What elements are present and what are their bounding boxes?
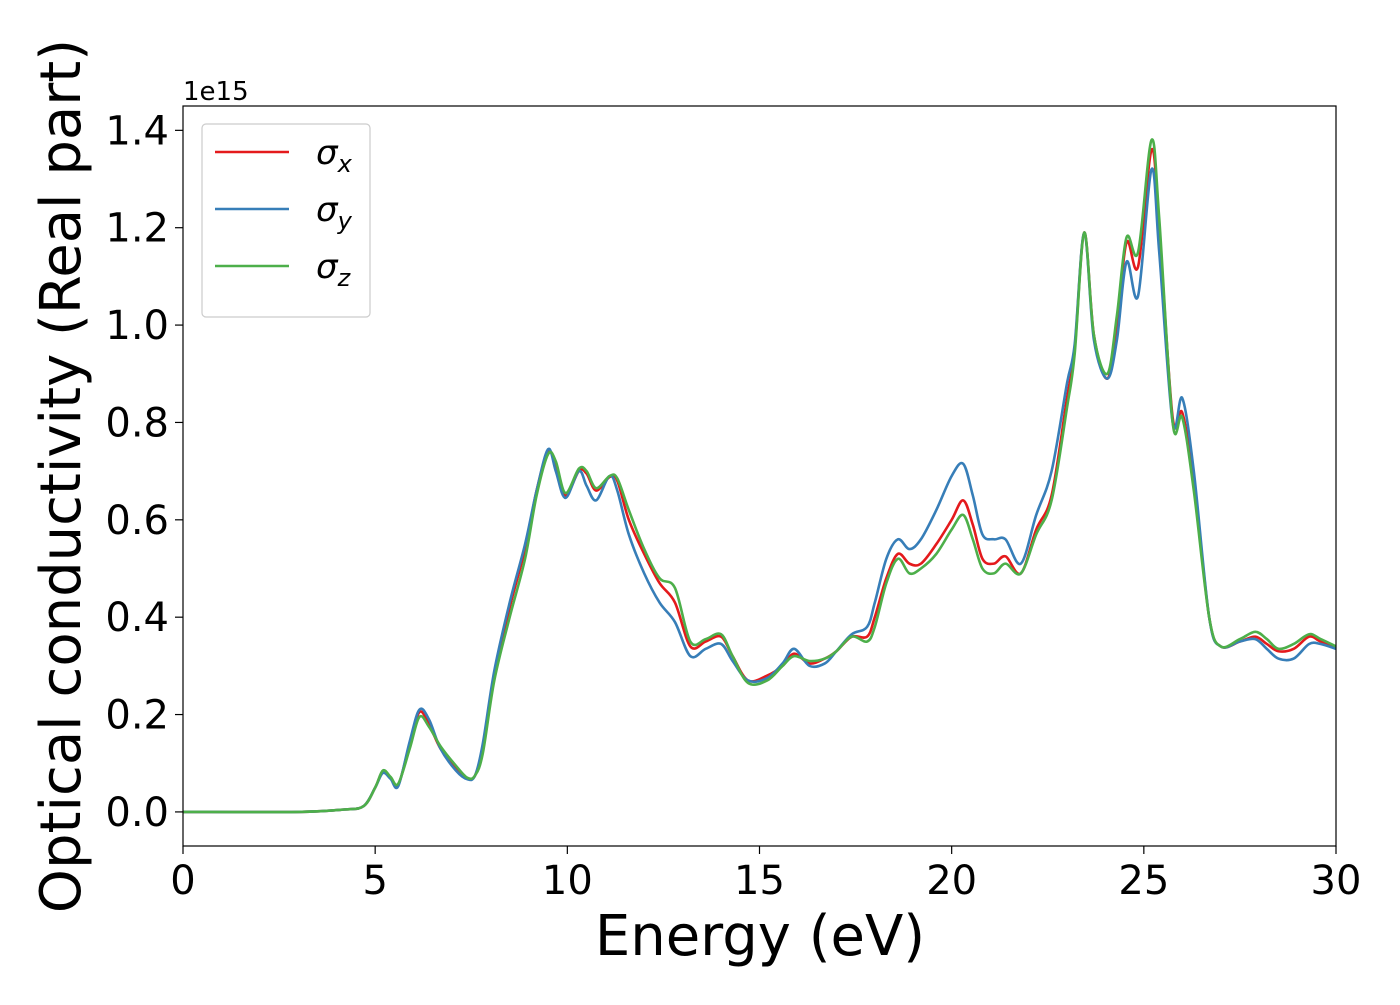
x-axis-ticks: 0 5 10 15 20 25 30 [170,846,1361,904]
y-tick-label: 0.0 [105,790,169,836]
y-axis-label: Optical conductivity (Real part) [29,39,94,913]
y-tick-label: 1.0 [105,303,169,349]
x-tick-label: 15 [734,858,785,904]
x-tick-label: 5 [362,858,387,904]
y-axis-offset-label: 1e15 [183,77,249,107]
y-tick-label: 1.4 [105,108,169,154]
y-tick-label: 0.8 [105,400,169,446]
y-tick-label: 0.4 [105,595,169,641]
x-tick-label: 0 [170,858,195,904]
x-tick-label: 30 [1311,858,1362,904]
y-axis-ticks: 0.0 0.2 0.4 0.6 0.8 1.0 1.2 1.4 [105,108,183,836]
x-axis-label: Energy (eV) [595,904,925,969]
y-tick-label: 0.2 [105,693,169,739]
y-tick-label: 1.2 [105,206,169,252]
series-line-sigma-z [183,138,1336,814]
x-tick-label: 25 [1118,858,1169,904]
legend-box [201,123,371,318]
x-tick-label: 10 [542,858,593,904]
y-tick-label: 0.6 [105,498,169,544]
series-layer [183,138,1336,814]
x-tick-label: 20 [926,858,977,904]
